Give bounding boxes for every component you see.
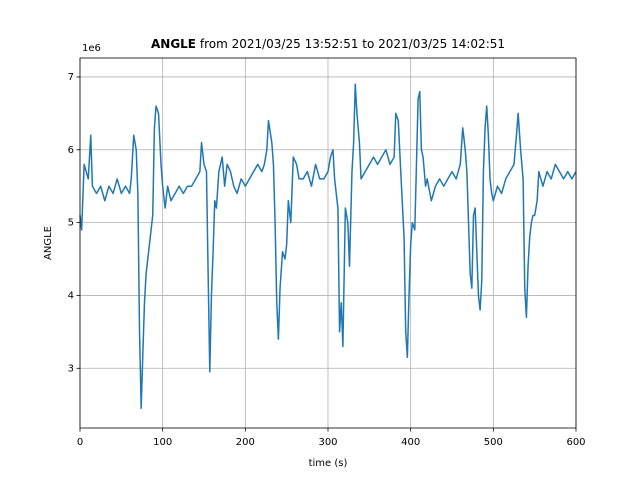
y-offset-label: 1e6 (82, 43, 101, 54)
x-tick-label: 500 (484, 437, 503, 448)
title-range: from 2021/03/25 13:52:51 to 2021/03/25 1… (200, 37, 505, 51)
chart-title: ANGLE from 2021/03/25 13:52:51 to 2021/0… (151, 37, 505, 51)
x-tick-label: 400 (401, 437, 420, 448)
x-tick-label: 200 (236, 437, 255, 448)
x-tick-label: 300 (318, 437, 337, 448)
title-variable: ANGLE (151, 37, 196, 51)
y-tick-label: 7 (68, 72, 74, 83)
y-axis-label: ANGLE (43, 226, 54, 260)
data-line (79, 83, 577, 410)
axes-frame (79, 57, 577, 429)
x-tick-label: 0 (77, 437, 83, 448)
y-tick-label: 4 (68, 290, 74, 301)
x-axis-label: time (s) (309, 458, 348, 469)
x-tick-label: 100 (153, 437, 172, 448)
y-tick-label: 5 (68, 218, 74, 229)
x-tick-label: 600 (566, 437, 585, 448)
y-tick-label: 3 (68, 363, 74, 374)
y-tick-label: 6 (68, 145, 74, 156)
